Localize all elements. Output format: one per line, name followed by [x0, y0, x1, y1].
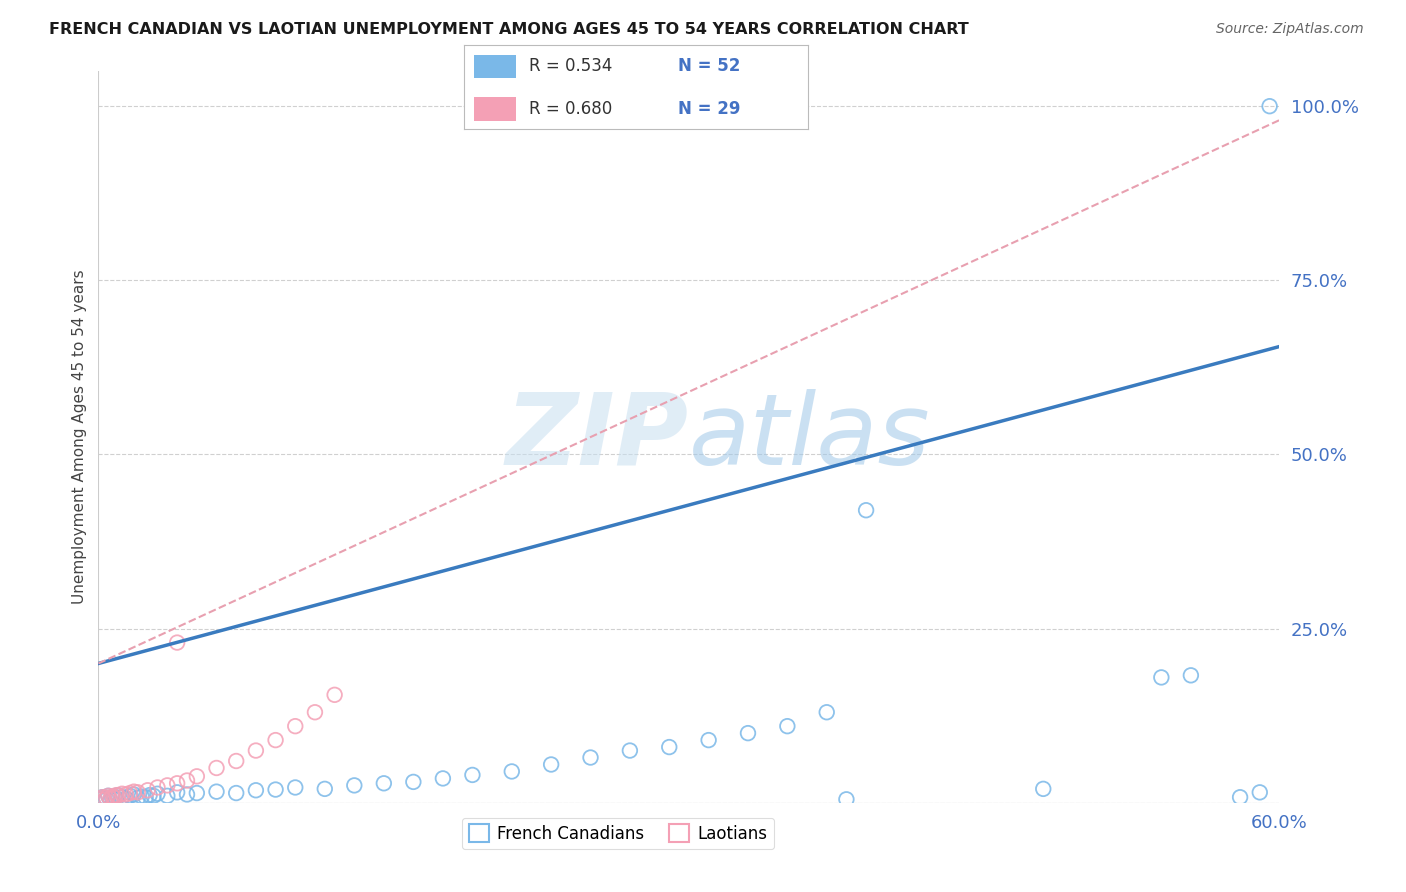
- Point: [835, 792, 858, 806]
- Point: [135, 790, 157, 805]
- Point: [146, 787, 169, 801]
- Point: [103, 789, 125, 804]
- Point: [1258, 99, 1281, 113]
- Point: [105, 788, 128, 802]
- Point: [540, 757, 562, 772]
- Point: [98, 791, 121, 805]
- Point: [105, 792, 128, 806]
- Point: [127, 785, 149, 799]
- Point: [1150, 670, 1173, 684]
- Point: [101, 789, 124, 804]
- Point: [156, 778, 179, 792]
- Text: R = 0.680: R = 0.680: [530, 100, 613, 118]
- Point: [314, 781, 336, 796]
- Point: [186, 769, 208, 783]
- Point: [101, 791, 124, 805]
- Point: [115, 788, 138, 802]
- Point: [264, 782, 287, 797]
- Point: [176, 788, 198, 802]
- Point: [97, 789, 120, 803]
- Point: [205, 761, 228, 775]
- Point: [96, 791, 118, 805]
- Point: [658, 740, 681, 755]
- Point: [461, 768, 484, 782]
- Point: [284, 719, 307, 733]
- Point: [131, 789, 153, 804]
- Point: [225, 786, 247, 800]
- Point: [323, 688, 346, 702]
- Point: [619, 743, 641, 757]
- Point: [96, 791, 118, 805]
- FancyBboxPatch shape: [474, 54, 516, 78]
- Point: [1229, 790, 1251, 805]
- Point: [737, 726, 759, 740]
- Text: N = 29: N = 29: [678, 100, 740, 118]
- Text: atlas: atlas: [689, 389, 931, 485]
- Text: Source: ZipAtlas.com: Source: ZipAtlas.com: [1216, 22, 1364, 37]
- Point: [402, 775, 425, 789]
- Point: [166, 785, 188, 799]
- Text: FRENCH CANADIAN VS LAOTIAN UNEMPLOYMENT AMONG AGES 45 TO 54 YEARS CORRELATION CH: FRENCH CANADIAN VS LAOTIAN UNEMPLOYMENT …: [49, 22, 969, 37]
- Point: [142, 789, 165, 803]
- Point: [97, 789, 120, 803]
- Point: [111, 790, 134, 805]
- Point: [107, 788, 129, 802]
- Point: [103, 790, 125, 805]
- Point: [118, 786, 141, 800]
- Point: [1180, 668, 1202, 682]
- Text: ZIP: ZIP: [506, 389, 689, 485]
- Point: [501, 764, 523, 779]
- Point: [111, 787, 134, 801]
- Point: [225, 754, 247, 768]
- Point: [1032, 781, 1054, 796]
- Point: [176, 773, 198, 788]
- Point: [156, 789, 179, 803]
- Point: [855, 503, 877, 517]
- Y-axis label: Unemployment Among Ages 45 to 54 years: Unemployment Among Ages 45 to 54 years: [72, 269, 87, 605]
- Point: [98, 793, 121, 807]
- Point: [697, 733, 720, 747]
- Point: [127, 791, 149, 805]
- Point: [138, 788, 160, 802]
- FancyBboxPatch shape: [474, 97, 516, 120]
- Point: [343, 778, 366, 792]
- Point: [815, 705, 838, 719]
- Point: [284, 780, 307, 795]
- Point: [115, 791, 138, 805]
- Point: [776, 719, 799, 733]
- Point: [1249, 785, 1271, 799]
- Point: [93, 793, 115, 807]
- Point: [245, 743, 267, 757]
- Point: [91, 790, 114, 805]
- Point: [373, 776, 395, 790]
- Legend: French Canadians, Laotians: French Canadians, Laotians: [463, 818, 775, 849]
- Point: [91, 790, 114, 805]
- Point: [146, 780, 169, 795]
- Point: [93, 794, 115, 808]
- Point: [304, 705, 326, 719]
- Point: [432, 772, 454, 786]
- Point: [107, 789, 129, 803]
- Point: [166, 635, 188, 649]
- Text: R = 0.534: R = 0.534: [530, 57, 613, 75]
- Point: [264, 733, 287, 747]
- Point: [166, 776, 188, 790]
- Point: [89, 792, 111, 806]
- Point: [205, 785, 228, 799]
- Point: [122, 785, 145, 799]
- Point: [136, 783, 159, 797]
- Point: [89, 792, 111, 806]
- Point: [245, 783, 267, 797]
- Point: [579, 750, 602, 764]
- Text: N = 52: N = 52: [678, 57, 740, 75]
- Point: [186, 786, 208, 800]
- Point: [118, 789, 141, 803]
- Point: [122, 788, 145, 802]
